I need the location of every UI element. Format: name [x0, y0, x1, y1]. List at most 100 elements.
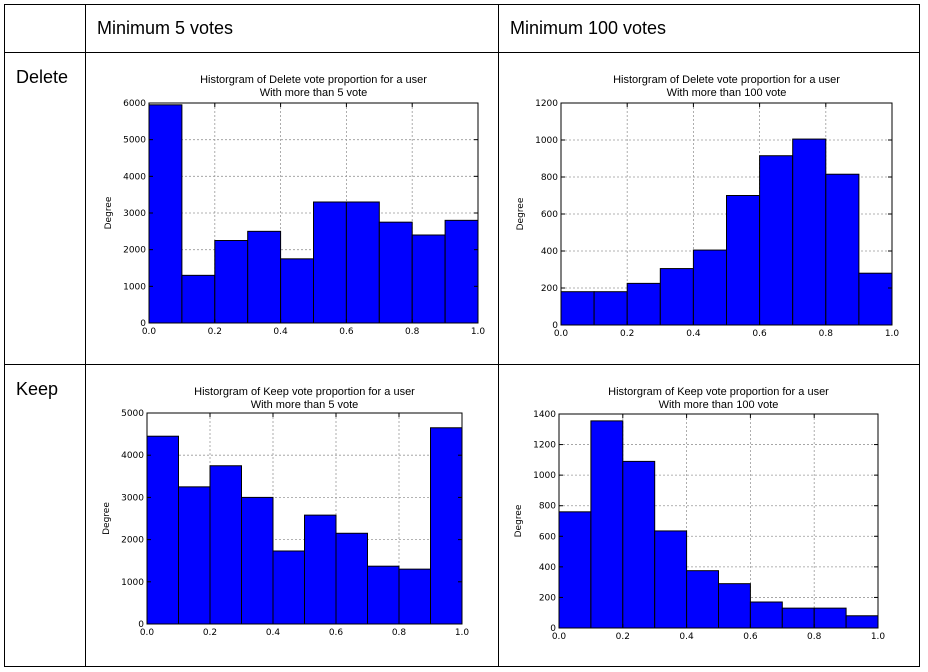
column-header-min-5-votes: Minimum 5 votes — [97, 18, 234, 38]
y-tick-label: 2000 — [121, 536, 144, 546]
y-tick-label: 0 — [550, 624, 556, 634]
histogram-bar — [247, 230, 282, 324]
x-tick-label: 1.0 — [455, 628, 470, 638]
y-tick-label: 600 — [539, 532, 556, 542]
histogram-bar — [659, 268, 694, 326]
chart-delete-min100: Historgram of Delete vote proportion for… — [503, 66, 915, 356]
histogram-bar — [272, 550, 305, 625]
x-tick-label: 0.6 — [752, 329, 767, 339]
chart-delete-min5: Historgram of Delete vote proportion for… — [90, 66, 490, 356]
y-tick-label: 400 — [541, 247, 558, 257]
chart-keep-min5: Historgram of Keep vote proportion for a… — [90, 378, 490, 658]
x-tick-label: 0.6 — [743, 632, 758, 642]
histogram-bar — [558, 511, 592, 629]
x-tick-label: 0.8 — [807, 632, 822, 642]
histogram-bar — [654, 530, 688, 629]
chart-subtitle: With more than 5 vote — [251, 399, 359, 411]
chart-subtitle: With more than 100 vote — [659, 399, 779, 411]
histogram-bar — [146, 435, 179, 625]
table-col-divider-1 — [85, 4, 86, 667]
y-tick-label: 4000 — [123, 172, 146, 182]
row-label-keep: Keep — [16, 379, 59, 399]
chart-keep-min100: Historgram of Keep vote proportion for a… — [503, 378, 915, 658]
y-tick-label: 1000 — [121, 578, 144, 588]
histogram-bar — [214, 240, 249, 324]
histogram-bar — [345, 201, 380, 324]
histogram-bar — [792, 138, 827, 326]
x-tick-label: 0.6 — [329, 628, 344, 638]
x-tick-label: 0.4 — [266, 628, 281, 638]
x-tick-label: 0.4 — [679, 632, 694, 642]
y-tick-label: 0 — [138, 620, 144, 630]
table-row-divider-header — [4, 52, 920, 53]
y-tick-label: 6000 — [123, 99, 146, 109]
y-tick-label: 2000 — [123, 246, 146, 256]
histogram-bar — [626, 282, 661, 326]
table-border-bottom — [4, 666, 920, 667]
chart-title: Historgram of Keep vote proportion for a… — [194, 386, 415, 398]
plot-frame — [146, 412, 463, 625]
histogram-bar — [335, 532, 368, 625]
histogram-bar — [304, 514, 337, 625]
y-tick-label: 4000 — [121, 451, 144, 461]
x-tick-label: 0.4 — [273, 327, 288, 337]
x-tick-label: 0.2 — [203, 628, 217, 638]
x-tick-label: 0.2 — [208, 327, 222, 337]
x-tick-label: 0.8 — [392, 628, 407, 638]
histogram-bar — [178, 486, 211, 625]
histogram-delete-min5-svg: Historgram of Delete vote proportion for… — [104, 74, 486, 337]
y-tick-label: 1400 — [533, 410, 556, 420]
histogram-bar — [590, 420, 624, 629]
x-tick-label: 1.0 — [471, 327, 486, 337]
x-tick-label: 0.0 — [142, 327, 157, 337]
histogram-bar — [444, 219, 479, 324]
histogram-bar — [430, 427, 463, 625]
y-tick-label: 600 — [541, 210, 558, 220]
histogram-bar — [560, 291, 595, 326]
histogram-bar — [411, 234, 446, 324]
histogram-bar — [148, 104, 183, 324]
y-axis-label: Degree — [102, 502, 112, 535]
y-axis-label: Degree — [516, 197, 526, 230]
histogram-bar — [181, 274, 216, 324]
histogram-bar — [367, 565, 400, 625]
y-tick-label: 5000 — [123, 136, 146, 146]
y-tick-label: 3000 — [123, 209, 146, 219]
y-tick-label: 1000 — [123, 282, 146, 292]
y-tick-label: 1200 — [533, 441, 556, 451]
chart-title: Historgram of Delete vote proportion for… — [613, 74, 840, 86]
table-border-right — [919, 4, 920, 667]
x-tick-label: 1.0 — [885, 329, 900, 339]
y-tick-label: 0 — [140, 319, 146, 329]
histogram-bar — [718, 583, 751, 629]
x-tick-label: 0.2 — [620, 329, 634, 339]
table-border-top — [4, 4, 920, 5]
histogram-bar — [241, 496, 274, 625]
histogram-delete-min100-svg: Historgram of Delete vote proportion for… — [516, 74, 900, 339]
chart-subtitle: With more than 5 vote — [260, 87, 368, 99]
y-tick-label: 800 — [539, 502, 556, 512]
chart-subtitle: With more than 100 vote — [667, 87, 787, 99]
x-tick-label: 0.0 — [554, 329, 569, 339]
histogram-bar — [398, 568, 431, 625]
x-tick-label: 0.6 — [339, 327, 354, 337]
histogram-bar — [622, 460, 656, 629]
y-tick-label: 1200 — [535, 99, 558, 109]
y-axis-label: Degree — [514, 504, 524, 537]
table-col-divider-2 — [498, 4, 499, 667]
y-tick-label: 3000 — [121, 493, 144, 503]
column-header-min-100-votes: Minimum 100 votes — [510, 18, 667, 38]
y-tick-label: 1000 — [533, 471, 556, 481]
y-tick-label: 5000 — [121, 409, 144, 419]
histogram-bar — [593, 291, 628, 326]
histogram-bar — [813, 607, 847, 629]
table-border-left — [4, 4, 5, 667]
y-tick-label: 200 — [541, 284, 558, 294]
x-tick-label: 0.0 — [552, 632, 567, 642]
y-tick-label: 200 — [539, 593, 556, 603]
histogram-bar — [209, 465, 242, 625]
y-tick-label: 800 — [541, 173, 558, 183]
histogram-keep-min100-svg: Historgram of Keep vote proportion for a… — [514, 386, 885, 642]
x-tick-label: 0.8 — [819, 329, 834, 339]
